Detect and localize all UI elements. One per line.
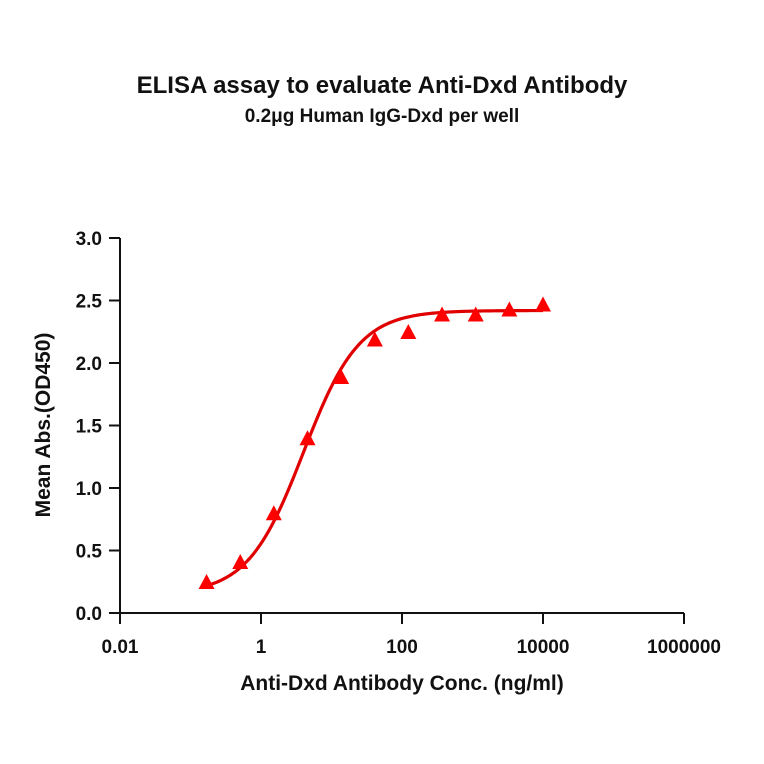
axes: 0.0 0.5 1.0 1.5 2.0 2.5 3.0 0.01 1 100 10000 100000…	[76, 229, 721, 658]
y-tick-label: 2.5	[76, 292, 103, 313]
chart-subtitle: 0.2μg Human IgG-Dxd per well	[244, 106, 520, 127]
triangle-marker	[232, 554, 249, 569]
y-tick-label: 1.5	[76, 417, 103, 438]
x-axis-title: Anti-Dxd Antibody Conc. (ng/ml)	[240, 672, 564, 695]
x-tick-label: 10000	[517, 637, 570, 658]
triangle-marker	[535, 296, 551, 312]
data-markers	[198, 296, 551, 589]
triangle-marker	[467, 306, 484, 322]
triangle-marker	[434, 306, 451, 322]
y-tick-label: 3.0	[76, 229, 102, 250]
y-tick-label: 0.5	[76, 542, 103, 563]
y-tick-label: 0.0	[76, 604, 102, 625]
triangle-marker	[366, 331, 383, 347]
triangle-marker	[198, 574, 215, 589]
chart-title: ELISA assay to evaluate Anti-Dxd Antibod…	[136, 72, 628, 99]
y-tick-label: 2.0	[76, 354, 102, 375]
triangle-marker	[333, 369, 350, 384]
triangle-marker	[299, 430, 316, 446]
fit-curve-path	[206, 308, 544, 588]
y-axis-title: Mean Abs.(OD450)	[32, 333, 55, 518]
triangle-marker	[265, 505, 282, 521]
triangle-marker	[400, 324, 417, 339]
triangle-marker	[501, 301, 518, 317]
x-tick-label: 0.01	[102, 637, 139, 658]
x-tick-label: 100	[386, 637, 418, 658]
fit-curve	[206, 308, 544, 588]
x-tick-label: 1	[256, 637, 267, 658]
x-tick-label: 1000000	[647, 637, 721, 658]
y-tick-label: 1.0	[76, 479, 102, 500]
